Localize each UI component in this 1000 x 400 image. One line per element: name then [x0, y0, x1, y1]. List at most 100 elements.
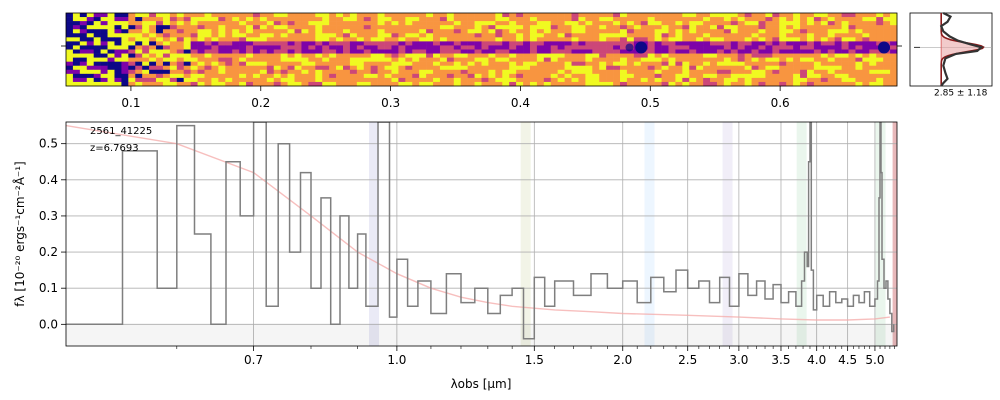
heatmap-cell [751, 41, 759, 46]
heatmap-cell [79, 57, 88, 62]
heatmap-cell [779, 65, 787, 71]
heatmap-cell [433, 77, 441, 83]
heatmap-cell [149, 41, 157, 46]
heatmap-cell [93, 53, 101, 58]
heatmap-cell [730, 33, 739, 38]
heatmap-cell [426, 57, 434, 62]
line-band-2 [644, 122, 655, 346]
heatmap-cell [613, 57, 621, 62]
heatmap-cell [585, 73, 593, 79]
heatmap-cell [100, 81, 108, 87]
heatmap-cell [620, 73, 628, 79]
heatmap-cell [550, 13, 558, 18]
heatmap-cell [647, 17, 655, 22]
heatmap-cell [827, 45, 835, 50]
spectrum-2d-panel: 0.1 0.2 0.3 0.4 0.5 0.6 [61, 12, 902, 110]
heatmap-cell [446, 53, 455, 58]
heatmap-cell [793, 77, 801, 83]
heatmap-cell [336, 33, 344, 38]
heatmap-cell [806, 61, 815, 67]
heatmap-cell [661, 65, 669, 71]
heatmap-cell [675, 21, 683, 26]
heatmap-cell [363, 73, 371, 79]
heatmap-cell [890, 25, 898, 30]
heatmap-cell [772, 41, 780, 46]
heatmap-cell [370, 65, 378, 71]
heatmap-cell [529, 65, 538, 71]
heatmap-cell [585, 25, 593, 30]
heatmap-cell [197, 61, 205, 67]
heatmap-cell [834, 53, 842, 58]
heatmap-cell [550, 77, 558, 83]
heatmap-cell [786, 29, 794, 34]
heatmap-cell [869, 69, 877, 75]
heatmap-cell [883, 69, 891, 75]
heatmap-cell [495, 21, 503, 26]
heatmap-cell [72, 33, 81, 38]
heatmap-cell [93, 33, 101, 38]
heatmap-cell [557, 13, 565, 18]
heatmap-cell [848, 41, 856, 46]
heatmap-cell [280, 41, 288, 46]
heatmap-cell [349, 73, 358, 79]
heatmap-cell [252, 37, 261, 42]
heatmap-cell [751, 45, 759, 50]
profile-plot-area [914, 12, 992, 87]
heatmap-cell [149, 73, 157, 79]
heatmap-cell [827, 13, 835, 18]
heatmap-cell [211, 49, 219, 54]
heatmap-cell [786, 13, 794, 18]
heatmap-cell [322, 49, 330, 54]
heatmap-cell [308, 25, 316, 30]
heatmap-cell [848, 81, 856, 87]
heatmap-cell [162, 65, 171, 71]
heatmap-cell [156, 21, 164, 26]
heatmap-cell [190, 37, 198, 42]
heatmap-cell [273, 53, 281, 58]
heatmap-cell [169, 61, 178, 67]
heatmap-cell [100, 69, 108, 75]
heatmap-cell [329, 13, 337, 18]
heatmap-cell [135, 49, 143, 54]
heatmap-cell [460, 45, 468, 50]
heatmap-cell [848, 53, 856, 58]
heatmap-cell [433, 41, 441, 46]
heatmap-cell [710, 57, 718, 62]
heatmap-cell [315, 49, 323, 54]
heatmap-cell [197, 81, 205, 87]
heatmap-cell [322, 53, 330, 58]
heatmap-cell [751, 17, 759, 22]
heatmap-cell [446, 65, 455, 71]
heatmap-cell [557, 77, 565, 83]
heatmap-cell [834, 77, 842, 83]
heatmap-cell [460, 65, 468, 71]
heatmap-cell [550, 57, 558, 62]
heatmap-cell [654, 69, 662, 75]
heatmap-cell [509, 73, 517, 79]
heatmap-cell [647, 33, 655, 38]
heatmap-cell [460, 41, 468, 46]
heatmap-cell [862, 33, 870, 38]
heatmap-cell [827, 61, 835, 67]
heatmap-cell [723, 33, 732, 38]
heatmap-cell [439, 41, 448, 46]
heatmap-cell [751, 49, 759, 54]
heatmap-cell [793, 57, 801, 62]
heatmap-cell [502, 81, 510, 87]
heatmap-cell [661, 29, 669, 34]
heatmap-cell [412, 65, 420, 71]
heatmap-cell [280, 17, 288, 22]
heatmap-cell [211, 57, 219, 62]
heatmap-cell [66, 21, 74, 26]
heatmap-cell [723, 21, 732, 26]
heatmap-cell [190, 65, 198, 71]
heatmap-cell [343, 73, 351, 79]
heatmap-cell [218, 69, 226, 75]
heatmap-cell [703, 73, 711, 79]
heatmap-cell [779, 29, 787, 34]
heatmap-cell [883, 77, 891, 83]
heatmap-cell [66, 69, 74, 75]
heatmap-cell [343, 77, 351, 83]
heatmap-cell [813, 21, 822, 26]
heatmap-cell [578, 13, 586, 18]
